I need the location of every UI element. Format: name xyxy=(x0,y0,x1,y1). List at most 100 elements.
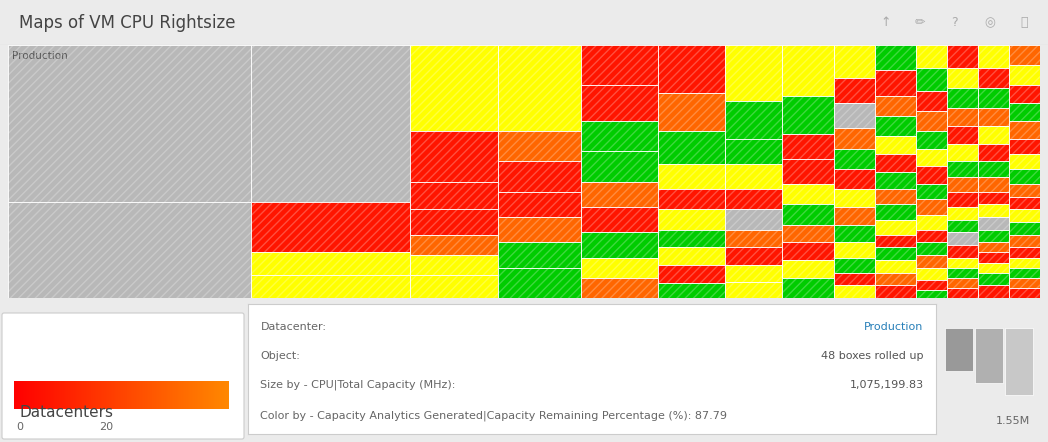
Bar xyxy=(947,88,978,108)
Bar xyxy=(978,144,1009,161)
Bar xyxy=(916,199,947,214)
Bar xyxy=(916,242,947,255)
Bar xyxy=(581,45,658,85)
Bar xyxy=(833,225,875,242)
Bar xyxy=(875,204,916,220)
Bar xyxy=(581,258,658,278)
Bar xyxy=(947,108,978,126)
Bar xyxy=(782,242,833,260)
Bar xyxy=(725,230,782,248)
Bar xyxy=(916,131,947,149)
Bar xyxy=(498,217,581,242)
Bar xyxy=(1009,139,1040,154)
Bar xyxy=(581,121,658,151)
Bar xyxy=(916,199,947,214)
Bar xyxy=(411,45,498,131)
Bar xyxy=(1009,278,1040,288)
Bar xyxy=(833,149,875,169)
Bar xyxy=(916,45,947,68)
Bar xyxy=(875,220,916,235)
Bar xyxy=(947,245,978,258)
Bar xyxy=(875,286,916,298)
Bar xyxy=(411,275,498,298)
Bar xyxy=(782,159,833,184)
Bar xyxy=(916,268,947,280)
Bar xyxy=(875,154,916,171)
Bar xyxy=(1009,248,1040,258)
Bar xyxy=(833,242,875,258)
Bar xyxy=(581,182,658,207)
Bar xyxy=(916,290,947,298)
Bar xyxy=(916,111,947,131)
Bar xyxy=(947,176,978,192)
Bar xyxy=(782,204,833,225)
Bar xyxy=(658,230,725,248)
Text: ⤢: ⤢ xyxy=(1020,16,1028,29)
Bar xyxy=(978,204,1009,217)
Bar xyxy=(250,252,411,275)
Bar xyxy=(947,258,978,268)
Bar xyxy=(411,275,498,298)
Bar xyxy=(833,286,875,298)
Bar xyxy=(833,45,875,78)
Bar xyxy=(1009,235,1040,248)
Bar xyxy=(875,116,916,136)
Bar xyxy=(1009,65,1040,85)
Bar xyxy=(875,95,916,116)
Bar xyxy=(250,202,411,252)
Bar xyxy=(1009,268,1040,278)
Bar xyxy=(581,278,658,298)
Bar xyxy=(978,88,1009,108)
Bar xyxy=(725,265,782,282)
Bar xyxy=(978,126,1009,144)
Bar xyxy=(581,45,658,85)
Bar xyxy=(1009,268,1040,278)
Bar xyxy=(411,235,498,255)
Bar xyxy=(658,248,725,265)
Bar xyxy=(875,136,916,154)
Bar xyxy=(978,108,1009,126)
Bar xyxy=(658,45,725,93)
Bar xyxy=(916,268,947,280)
Bar xyxy=(947,45,978,68)
Bar xyxy=(1005,328,1033,395)
Bar xyxy=(498,268,581,298)
Bar xyxy=(978,273,1009,286)
Bar xyxy=(916,91,947,111)
Bar xyxy=(875,235,916,248)
Bar xyxy=(875,45,916,70)
Bar xyxy=(875,154,916,171)
Bar xyxy=(1009,288,1040,298)
Bar xyxy=(1009,154,1040,169)
Bar xyxy=(250,202,411,252)
Bar xyxy=(1009,197,1040,210)
Bar xyxy=(782,133,833,159)
Bar xyxy=(947,108,978,126)
Bar xyxy=(978,161,1009,176)
Bar xyxy=(947,126,978,144)
Bar xyxy=(1009,121,1040,139)
Bar xyxy=(947,88,978,108)
Bar xyxy=(916,255,947,268)
Bar xyxy=(1009,258,1040,268)
Bar xyxy=(916,280,947,290)
Bar xyxy=(8,202,250,298)
Bar xyxy=(498,131,581,161)
Bar xyxy=(833,169,875,189)
Text: Size by - CPU|Total Capacity (MHz):: Size by - CPU|Total Capacity (MHz): xyxy=(260,379,456,390)
Text: ✏: ✏ xyxy=(915,16,925,29)
Bar xyxy=(411,210,498,235)
Bar xyxy=(1009,222,1040,235)
Bar xyxy=(498,192,581,217)
Bar xyxy=(782,225,833,242)
Bar xyxy=(411,210,498,235)
Bar xyxy=(833,273,875,286)
Bar xyxy=(947,126,978,144)
Bar xyxy=(581,232,658,258)
Bar xyxy=(1009,103,1040,121)
Bar xyxy=(411,45,498,131)
Bar xyxy=(978,286,1009,298)
Bar xyxy=(725,282,782,298)
Bar xyxy=(498,161,581,192)
Bar xyxy=(725,189,782,210)
